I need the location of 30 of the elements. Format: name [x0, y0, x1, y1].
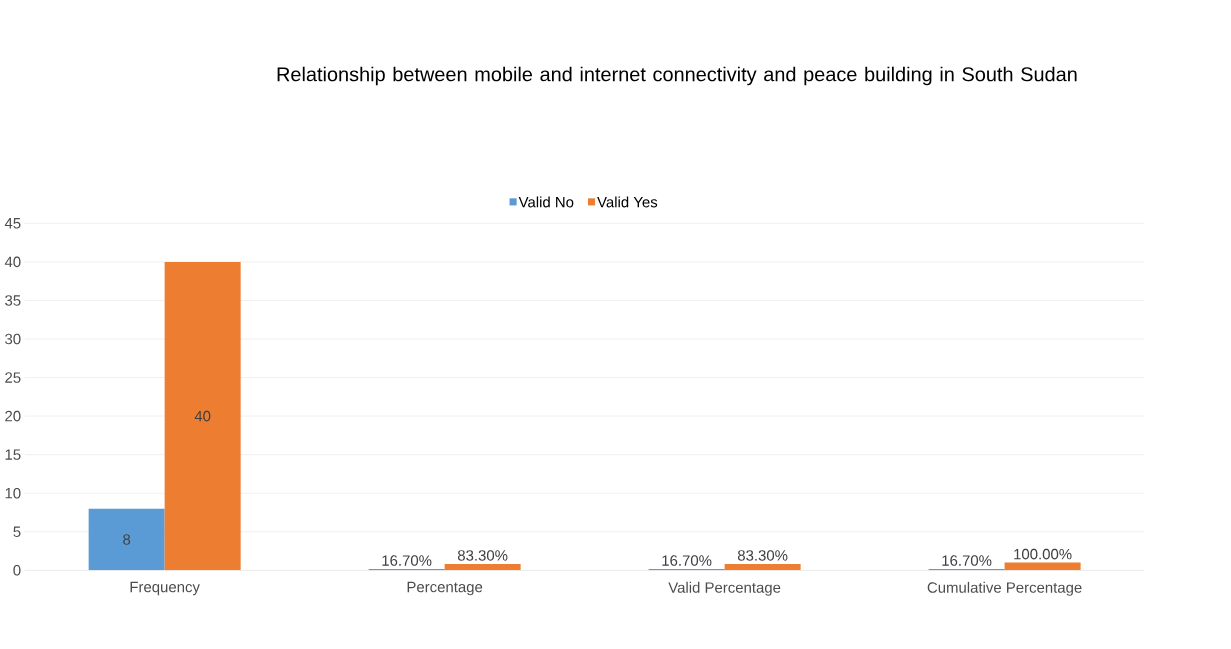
y-tick-label: 40 — [4, 256, 21, 268]
bar — [88, 508, 165, 571]
bar — [724, 563, 801, 571]
x-tick-label: Percentage — [407, 581, 483, 596]
y-tick-label: 35 — [5, 295, 21, 306]
y-tick-label: 30 — [5, 333, 21, 345]
data-label: 16.70% — [382, 555, 432, 566]
y-tick-label: 45 — [4, 218, 21, 229]
bar — [444, 563, 521, 571]
data-label: 16.70% — [662, 555, 712, 566]
data-label: 83.30% — [457, 550, 508, 561]
x-tick-label: Valid Percentage — [668, 581, 781, 596]
legend-label: Valid Yes — [597, 196, 658, 208]
y-tick-label: 5 — [13, 526, 21, 537]
y-tick-label: 25 — [5, 372, 21, 383]
y-tick-label: 15 — [5, 449, 21, 460]
x-tick-label: Frequency — [130, 581, 200, 596]
y-tick-label: 0 — [13, 565, 21, 576]
chart-title: Relationship between mobile and internet connectivity and peace building in South Sudan — [277, 66, 1077, 86]
y-tick-label: 20 — [5, 410, 21, 422]
data-label: 83.30% — [737, 550, 788, 561]
legend-label: Valid No — [518, 196, 574, 208]
bar — [1004, 562, 1081, 571]
data-label: 8 — [123, 534, 131, 545]
bar — [164, 261, 241, 571]
y-tick-label: 10 — [5, 487, 21, 499]
data-label: 100.00% — [1014, 548, 1072, 560]
data-label: 16.70% — [942, 555, 992, 566]
x-tick-label: Cumulative Percentage — [927, 581, 1082, 596]
data-label: 40 — [194, 410, 211, 422]
